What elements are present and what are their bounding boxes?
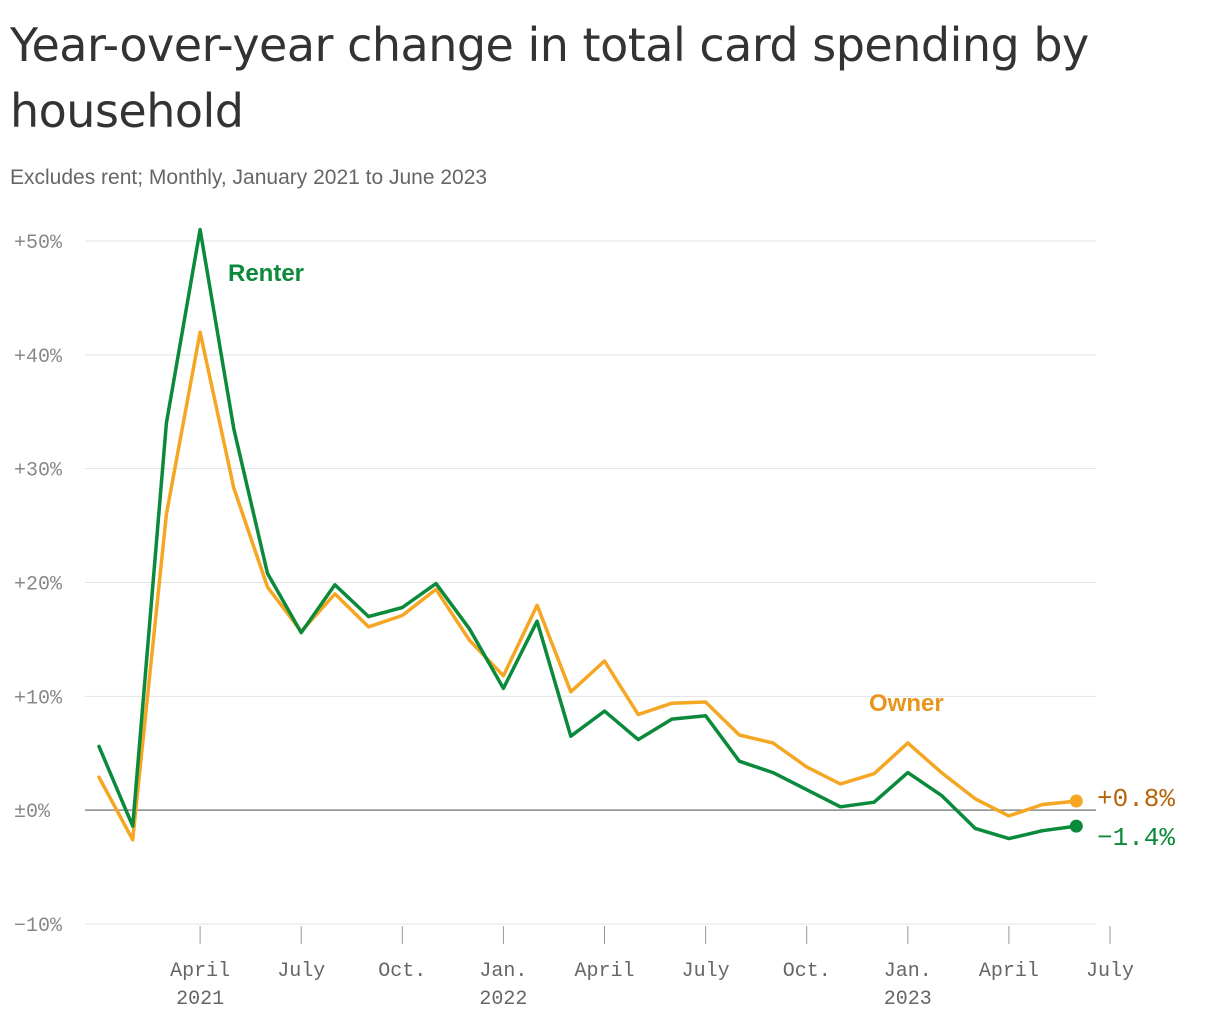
y-tick-label: ±0% [14, 801, 51, 824]
series-labels: Renter Owner +0.8% −1.4% [228, 260, 1175, 853]
y-tick-label: +10% [14, 687, 63, 710]
end-point-renter [1070, 820, 1083, 833]
x-tick-year: 2023 [884, 988, 932, 1011]
x-tick-label: April [574, 960, 634, 983]
x-tick-label: July [277, 960, 325, 983]
x-tick-label: April [170, 960, 230, 983]
series-label-renter: Renter [228, 260, 304, 287]
series-line-owner [99, 332, 1076, 840]
y-tick-label: +40% [14, 346, 63, 369]
x-axis-ticks: April 2021 July Oct. Jan. 2022 April July Oct. Ja… [170, 926, 1134, 1011]
x-tick-year: 2022 [479, 988, 527, 1011]
x-tick-label: Jan. [884, 960, 932, 983]
end-value-renter: −1.4% [1097, 823, 1175, 853]
end-value-owner: +0.8% [1097, 784, 1175, 814]
x-tick-label: July [1086, 960, 1134, 983]
end-point-owner [1070, 795, 1083, 808]
series-line-renter [99, 230, 1076, 839]
x-tick-label: Oct. [378, 960, 426, 983]
y-tick-label: −10% [14, 915, 63, 938]
series-lines [99, 230, 1083, 840]
y-tick-label: +30% [14, 460, 63, 483]
x-tick-label: Oct. [783, 960, 831, 983]
x-tick-label: April [979, 960, 1039, 983]
y-tick-label: +50% [14, 232, 63, 255]
x-tick-label: Jan. [479, 960, 527, 983]
x-tick-year: 2021 [176, 988, 224, 1011]
gridlines [85, 241, 1096, 924]
x-tick-label: July [682, 960, 730, 983]
series-label-owner: Owner [869, 690, 944, 717]
y-axis-ticks: +50% +40% +30% +20% +10% ±0% −10% [14, 232, 63, 938]
y-tick-label: +20% [14, 574, 63, 597]
